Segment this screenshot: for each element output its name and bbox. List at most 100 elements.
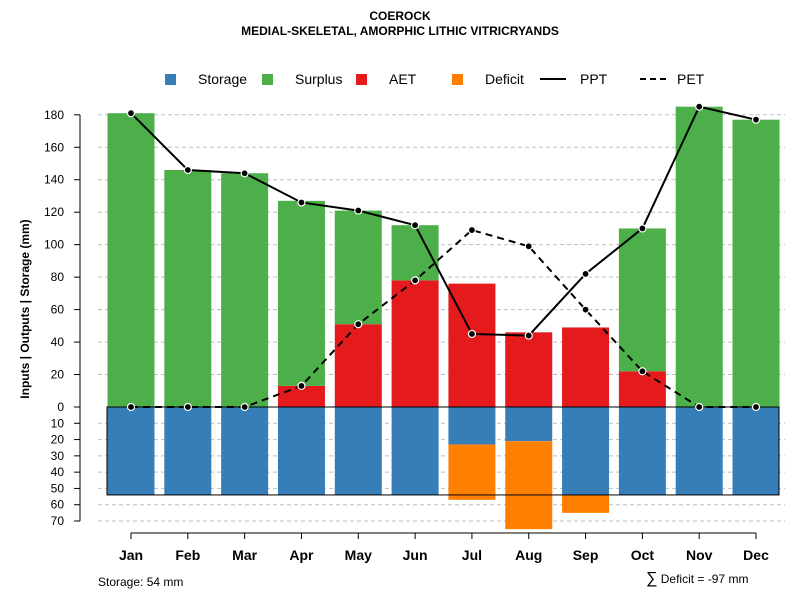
bar-surplus-feb — [164, 169, 212, 407]
chart-title: COEROCK — [369, 9, 431, 23]
x-tick-label-may: May — [345, 547, 372, 563]
y-tick-label-lower: 70 — [51, 514, 65, 528]
pet-point-aug — [524, 242, 533, 251]
bar-storage-aug — [505, 407, 553, 442]
bar-deficit-jul — [448, 444, 496, 500]
y-tick-label-lower: 40 — [51, 465, 65, 479]
pet-point-nov — [695, 402, 704, 412]
y-axis-label: Inputs | Outputs | Storage (mm) — [18, 219, 32, 399]
ppt-point-mar — [240, 169, 249, 178]
legend-deficit-label: Deficit — [485, 71, 524, 87]
sigma-symbol: ∑ — [646, 570, 658, 587]
bar-deficit-sep — [562, 494, 610, 513]
legend-storage: Storage — [165, 70, 247, 88]
bar-storage-dec — [732, 407, 780, 495]
pet-point-mar — [240, 402, 249, 412]
x-tick-label-sep: Sep — [573, 547, 599, 563]
legend-storage-swatch — [165, 73, 176, 85]
bar-aet-jun — [391, 280, 439, 407]
ppt-point-jan — [126, 109, 136, 118]
y-tick-label-lower: 50 — [51, 481, 65, 495]
y-tick-label-upper: 120 — [44, 205, 64, 219]
legend-ppt-label: PPT — [580, 71, 608, 87]
legend-surplus: Surplus — [262, 70, 342, 88]
bar-storage-mar — [221, 407, 269, 495]
bar-surplus-may — [334, 210, 382, 325]
x-tick-label-feb: Feb — [175, 547, 200, 563]
legend-pet-label: PET — [677, 71, 705, 87]
bar-surplus-jun — [391, 225, 439, 281]
x-tick-label-aug: Aug — [515, 547, 542, 563]
ppt-point-jul — [467, 329, 477, 339]
ppt-point-dec — [751, 115, 761, 124]
pet-point-apr — [297, 381, 306, 390]
bar-surplus-mar — [221, 173, 269, 407]
y-tick-label-lower: 30 — [51, 449, 65, 463]
legend-deficit-swatch — [452, 73, 463, 85]
legend-aet: AET — [356, 70, 416, 88]
pet-point-jun — [411, 276, 420, 285]
bar-aet-sep — [562, 327, 610, 407]
ppt-point-sep — [581, 269, 590, 278]
y-tick-label-upper: 160 — [44, 140, 64, 154]
bar-deficit-aug — [505, 441, 553, 530]
legend-deficit: Deficit — [452, 70, 524, 88]
legend-pet-line — [640, 78, 666, 80]
y-tick-label-upper: 180 — [44, 108, 64, 122]
bar-storage-jul — [448, 407, 496, 445]
pet-point-dec — [751, 402, 761, 412]
x-tick-label-jun: Jun — [403, 547, 428, 563]
legend-surplus-label: Surplus — [295, 71, 343, 87]
pet-point-jan — [126, 402, 136, 412]
legend-storage-label: Storage — [198, 71, 248, 87]
ppt-point-aug — [524, 331, 533, 340]
bar-surplus-nov — [675, 106, 723, 407]
x-tick-label-dec: Dec — [743, 547, 769, 563]
ppt-line — [130, 105, 757, 337]
legend-aet-label: AET — [389, 71, 417, 87]
pet-point-jul — [467, 225, 477, 235]
x-tick-label-jul: Jul — [462, 547, 482, 563]
ppt-point-apr — [297, 198, 306, 207]
bar-aet-oct — [618, 371, 666, 407]
storage-note: Storage: 54 mm — [98, 575, 184, 589]
ppt-point-may — [354, 206, 363, 215]
bar-surplus-jan — [107, 113, 155, 407]
chart-subtitle: MEDIAL-SKELETAL, AMORPHIC LITHIC VITRICR… — [241, 24, 559, 38]
y-tick-label-lower: 10 — [51, 416, 65, 430]
y-tick-label-upper: 0 — [57, 400, 64, 414]
x-tick-label-jan: Jan — [119, 547, 143, 563]
legend-aet-swatch — [356, 73, 367, 85]
bar-storage-apr — [277, 407, 325, 495]
x-tick-label-nov: Nov — [686, 547, 713, 563]
ppt-point-feb — [183, 165, 192, 175]
bar-storage-oct — [618, 407, 666, 495]
y-tick-label-upper: 40 — [51, 335, 65, 349]
ppt-point-jun — [411, 221, 420, 230]
y-tick-label-upper: 60 — [51, 303, 65, 317]
pet-point-feb — [183, 402, 192, 412]
bar-storage-sep — [562, 407, 610, 495]
bar-storage-may — [334, 407, 382, 495]
y-tick-label-upper: 140 — [44, 173, 64, 187]
bar-aet-aug — [505, 332, 553, 407]
deficit-note: ∑ Deficit = -97 mm — [646, 570, 748, 588]
deficit-total: Deficit = -97 mm — [660, 572, 749, 586]
legend-ppt: PPT — [540, 70, 607, 88]
y-tick-label-lower: 20 — [51, 433, 65, 447]
pet-point-may — [354, 320, 363, 329]
y-tick-label-upper: 100 — [44, 238, 64, 252]
bar-aet-may — [334, 324, 382, 407]
bar-storage-jun — [391, 407, 439, 495]
bar-storage-jan — [107, 407, 155, 495]
pet-point-oct — [638, 367, 647, 376]
ppt-point-nov — [695, 102, 704, 111]
bar-surplus-oct — [618, 228, 666, 372]
x-tick-label-mar: Mar — [232, 547, 257, 563]
y-tick-label-upper: 20 — [51, 368, 65, 382]
x-tick-label-oct: Oct — [631, 547, 655, 563]
bar-surplus-dec — [732, 119, 780, 407]
x-tick-label-apr: Apr — [289, 547, 314, 563]
pet-point-sep — [581, 305, 590, 314]
